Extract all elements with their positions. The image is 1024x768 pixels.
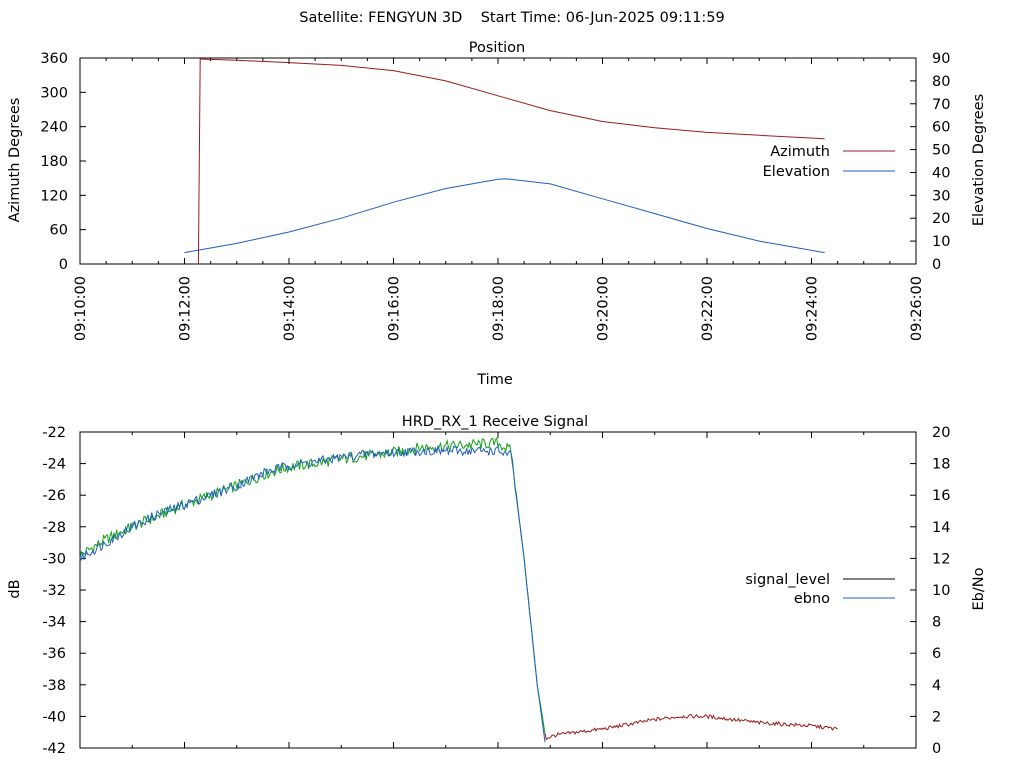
position-x-tick-label: 09:14:00 — [282, 276, 298, 341]
position-y2-axis-label: Elevation Degrees — [971, 94, 987, 226]
receive-signal-legend-label: ebno — [794, 591, 830, 607]
position-series-elevation — [184, 178, 825, 254]
receive-signal-y2-tick-label: 20 — [932, 425, 950, 441]
receive-signal-series-ebno — [79, 444, 546, 743]
receive-signal-y2-tick-label: 8 — [932, 615, 941, 631]
position-legend: Azimuth Elevation — [763, 144, 895, 180]
receive-signal-y-tick-label: -36 — [42, 646, 66, 662]
position-x-tick-label: 09:20:00 — [596, 276, 612, 341]
position-y2-tick-label: 70 — [932, 97, 950, 113]
position-chart: Position 0 60 120 180 240 300 360 0 10 20 30 40 50 60… — [7, 40, 987, 388]
receive-signal-y2-tick-label: 4 — [932, 678, 941, 694]
position-y2-tick-label: 90 — [932, 51, 950, 67]
position-series-azimuth — [197, 57, 825, 265]
receive-signal-y-axis-label: dB — [7, 579, 23, 598]
position-series-group — [184, 57, 825, 265]
receive-signal-legend-label: signal_level — [745, 572, 830, 588]
position-y-tick-label: 0 — [59, 257, 68, 273]
receive-signal-chart: HRD_RX_1 Receive Signal -42-40-38-36-34-… — [7, 414, 987, 757]
receive-signal-y-tick-label: -40 — [42, 709, 66, 725]
position-x-tick-label: 09:26:00 — [909, 276, 925, 341]
receive-signal-y2-tick-label: 18 — [932, 457, 950, 473]
page-title: Satellite: FENGYUN 3D Start Time: 06-Jun… — [299, 10, 725, 26]
position-x-axis-label: Time — [476, 372, 513, 388]
receive-signal-y2-tick-label: 6 — [932, 646, 941, 662]
receive-signal-y-tick-label: -28 — [42, 520, 66, 536]
position-y2-tick-label: 60 — [932, 120, 950, 136]
position-chart-title: Position — [469, 40, 525, 56]
position-x-tick-label: 09:24:00 — [805, 276, 821, 341]
receive-signal-y2-tick-label: 10 — [932, 583, 950, 599]
receive-signal-axes-group: -42 -40 -38 -36 -34 -32 -30 -28 -26 -24 -22 0 2 4 6 8 10… — [42, 425, 950, 757]
position-y2-tick-label: 50 — [932, 143, 950, 159]
position-axes-group: 0 60 120 180 240 300 360 0 10 20 30 40 50 60 70 80 90 09:… — [40, 51, 950, 341]
receive-signal-series-group — [79, 437, 838, 743]
position-plot-frame — [79, 57, 917, 265]
receive-signal-y-tick-label: -42 — [42, 741, 66, 757]
position-y-tick-label: 360 — [40, 51, 68, 67]
receive-signal-series-signal-level-loss — [544, 713, 838, 741]
position-legend-label: Elevation — [763, 164, 830, 180]
receive-signal-series-signal-level — [79, 437, 546, 734]
receive-signal-y-tick-label: -26 — [42, 488, 66, 504]
receive-signal-y2-tick-label: 14 — [932, 520, 950, 536]
position-y2-tick-label: 30 — [932, 188, 950, 204]
position-x-tick-label: 09:18:00 — [491, 276, 507, 341]
position-x-tick-label: 09:16:00 — [387, 276, 403, 341]
position-legend-label: Azimuth — [770, 144, 830, 160]
receive-signal-y2-tick-label: 12 — [932, 551, 950, 567]
position-x-tick-label: 09:10:00 — [73, 276, 89, 341]
receive-signal-y-tick-label: -38 — [42, 678, 66, 694]
receive-signal-y-tick-label: -22 — [42, 425, 66, 441]
receive-signal-plot-frame — [79, 431, 917, 749]
receive-signal-y-tick-label: -30 — [42, 551, 66, 567]
position-y-tick-label: 120 — [40, 188, 68, 204]
receive-signal-y2-axis-label: Eb/No — [971, 567, 987, 610]
receive-signal-y2-tick-label: 16 — [932, 488, 950, 504]
receive-signal-y2-tick-label: 0 — [932, 741, 941, 757]
position-y2-tick-label: 20 — [932, 211, 950, 227]
position-y2-tick-label: 10 — [932, 234, 950, 250]
position-y-tick-label: 300 — [40, 85, 68, 101]
position-y-tick-label: 240 — [40, 120, 68, 136]
position-y-tick-label: 180 — [40, 154, 68, 170]
receive-signal-y-tick-label: -34 — [42, 615, 66, 631]
receive-signal-y-tick-label: -32 — [42, 583, 66, 599]
receive-signal-chart-title: HRD_RX_1 Receive Signal — [402, 414, 588, 430]
position-y2-tick-label: 80 — [932, 74, 950, 90]
position-y-tick-label: 60 — [50, 223, 68, 239]
position-x-tick-label: 09:12:00 — [178, 276, 194, 341]
receive-signal-y2-tick-label: 2 — [932, 709, 941, 725]
position-y2-tick-label: 40 — [932, 165, 950, 181]
position-x-tick-label: 09:22:00 — [700, 276, 716, 341]
position-y2-tick-label: 0 — [932, 257, 941, 273]
receive-signal-y-tick-label: -24 — [42, 457, 66, 473]
position-y-axis-label: Azimuth Degrees — [7, 98, 23, 223]
